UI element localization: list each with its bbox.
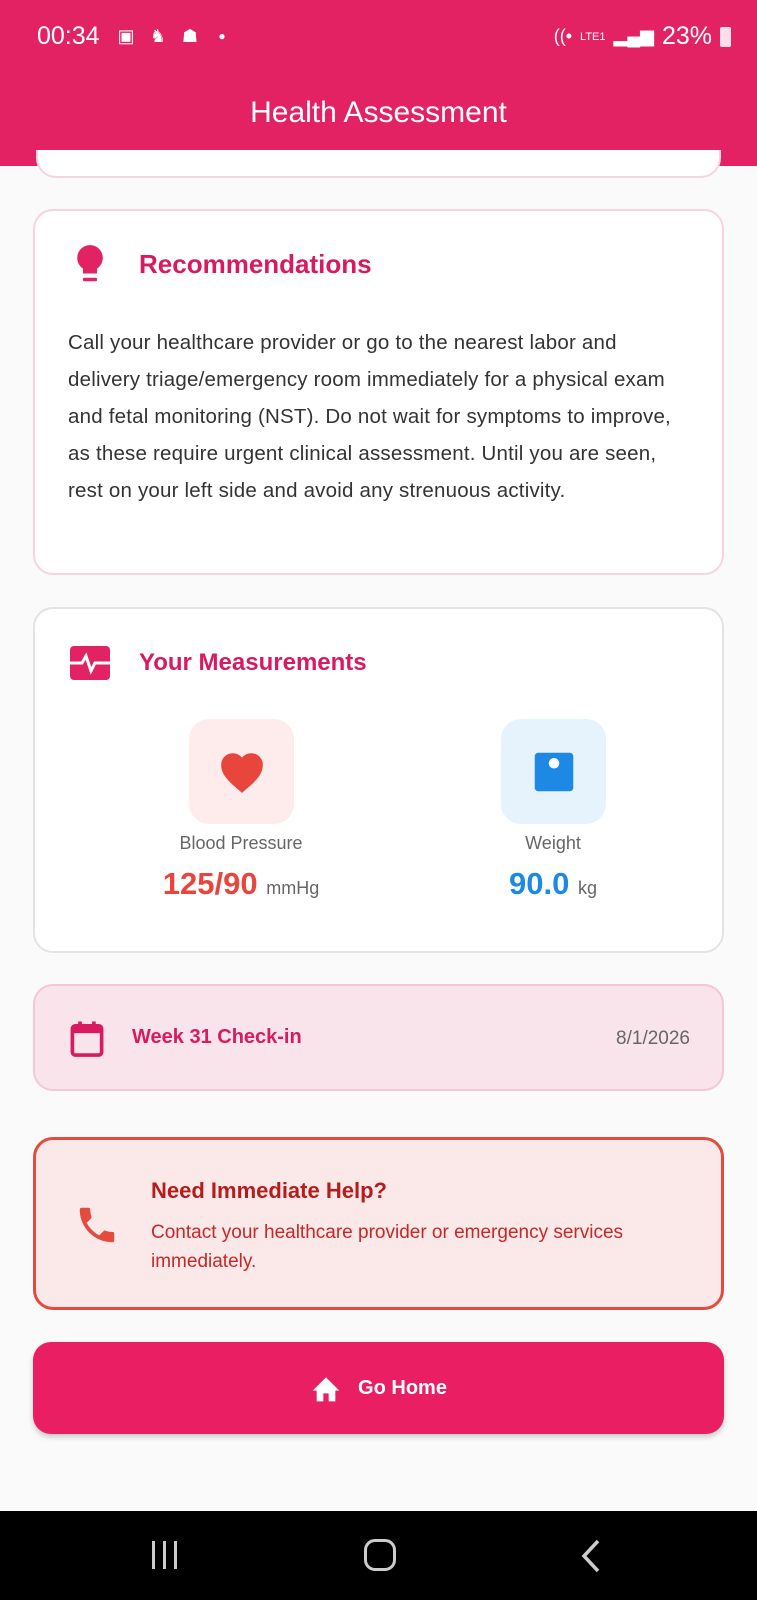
checkin-card[interactable]: Week 31 Check-in 8/1/2026 — [33, 984, 724, 1091]
page-title: Health Assessment — [250, 96, 507, 129]
measurements-card: Your Measurements Blood Pressure 125/90 … — [33, 607, 724, 953]
phone-icon — [79, 1207, 115, 1243]
recommendations-card: Recommendations Call your healthcare pro… — [33, 209, 724, 575]
previous-card — [36, 150, 721, 178]
bp-value-number: 125/90 — [162, 866, 258, 901]
weight-unit: kg — [577, 878, 597, 898]
wifi-icon: ((• — [553, 26, 573, 46]
system-nav-bar — [0, 1511, 757, 1600]
signal-icon: ▂▄▆ — [613, 26, 654, 46]
help-title: Need Immediate Help? — [151, 1178, 387, 1203]
snapchat-icon: ☗ — [181, 25, 199, 46]
battery-text: 23% — [661, 22, 712, 50]
go-home-label: Go Home — [358, 1376, 447, 1399]
weight-value: 90.0 kg — [433, 866, 673, 902]
recommendations-title: Recommendations — [139, 249, 372, 279]
checkin-label: Week 31 Check-in — [132, 1026, 302, 1048]
status-time: 00:34 — [37, 22, 100, 50]
recommendations-text: Call your healthcare provider or go to t… — [68, 331, 671, 502]
notification-icon: ♞ — [149, 25, 167, 46]
bp-unit: mmHg — [266, 878, 320, 898]
network-label: LTE1 — [580, 30, 606, 43]
blood-pressure-label: Blood Pressure — [179, 833, 303, 853]
home-icon — [312, 1377, 340, 1402]
heart-tile — [189, 719, 294, 824]
help-text: Contact your healthcare provider or emer… — [151, 1222, 624, 1272]
back-button[interactable] — [580, 1539, 602, 1573]
home-nav-button[interactable] — [364, 1539, 396, 1571]
blood-pressure-value: 125/90 mmHg — [121, 866, 361, 902]
help-card: Need Immediate Help? Contact your health… — [33, 1137, 724, 1310]
go-home-button[interactable]: Go Home — [33, 1342, 724, 1434]
weight-value-number: 90.0 — [509, 866, 570, 901]
recent-apps-button[interactable] — [152, 1541, 177, 1569]
gallery-icon: ▣ — [117, 25, 135, 46]
weight-label: Weight — [525, 833, 581, 853]
app-header: 00:34 ▣ ♞ ☗ ● ((• LTE1 ▂▄▆ 23% Health As… — [0, 0, 757, 166]
heart-icon — [220, 752, 263, 793]
checkin-date: 8/1/2026 — [616, 1028, 690, 1049]
scale-tile — [501, 719, 606, 824]
more-notifications-dot-icon: ● — [218, 29, 226, 43]
status-right: ((• LTE1 ▂▄▆ 23% — [554, 22, 731, 51]
scale-icon — [534, 752, 573, 791]
lightbulb-icon — [77, 245, 103, 282]
calendar-icon — [70, 1021, 104, 1057]
monitor-heart-icon — [70, 646, 110, 680]
measurements-title: Your Measurements — [139, 649, 367, 676]
battery-icon — [720, 26, 731, 47]
